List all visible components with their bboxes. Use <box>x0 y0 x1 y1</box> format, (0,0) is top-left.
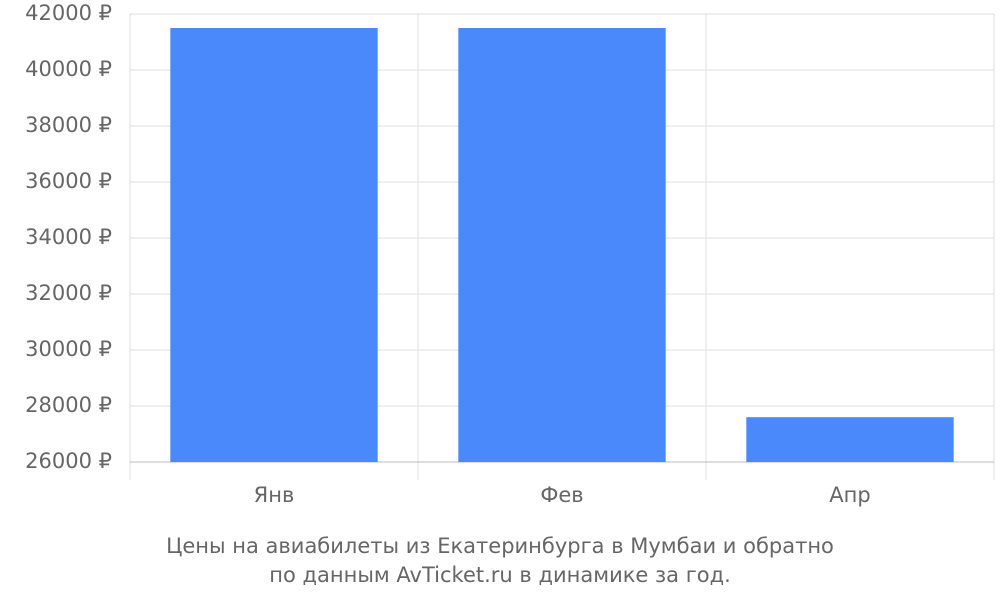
y-tick-label: 36000 ₽ <box>25 169 112 193</box>
bar <box>170 28 378 462</box>
y-tick-label: 38000 ₽ <box>25 113 112 137</box>
y-tick-label: 26000 ₽ <box>25 449 112 473</box>
y-tick-label: 42000 ₽ <box>25 1 112 25</box>
y-tick-label: 28000 ₽ <box>25 393 112 417</box>
x-tick-label: Фев <box>540 483 583 507</box>
chart-title: по данным AvTicket.ru в динамике за год. <box>269 563 731 587</box>
y-tick-label: 40000 ₽ <box>25 57 112 81</box>
y-tick-label: 32000 ₽ <box>25 281 112 305</box>
bar <box>458 28 666 462</box>
bar <box>746 417 954 462</box>
x-tick-label: Апр <box>829 483 870 507</box>
chart-title: Цены на авиабилеты из Екатеринбурга в Му… <box>166 534 834 558</box>
y-tick-label: 30000 ₽ <box>25 337 112 361</box>
x-tick-label: Янв <box>254 483 295 507</box>
y-tick-label: 34000 ₽ <box>25 225 112 249</box>
